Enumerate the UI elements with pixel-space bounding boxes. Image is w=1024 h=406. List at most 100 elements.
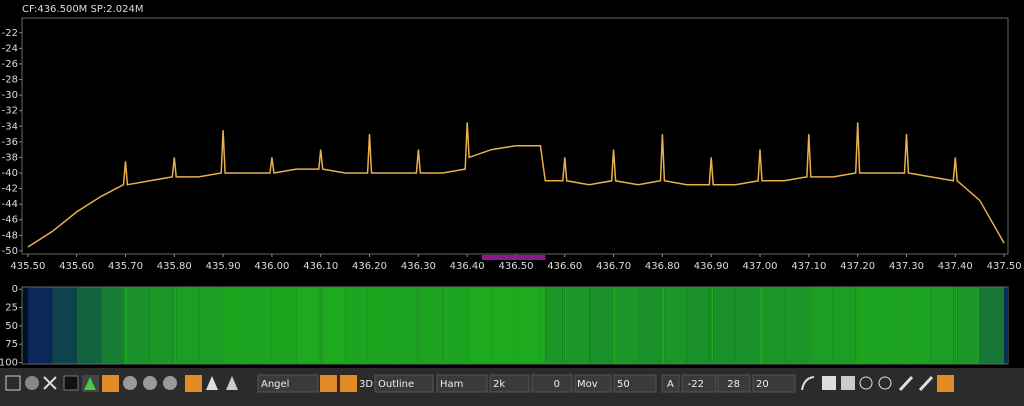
waterfall-column [367, 287, 370, 364]
spectrum-button[interactable] [185, 375, 202, 392]
fill-icon [84, 377, 96, 390]
x-tick-label: 437.50 [987, 261, 1022, 272]
waterfall-column [615, 287, 639, 364]
waterfall-column [882, 287, 905, 364]
x-tick-label: 436.60 [547, 261, 582, 272]
waterfall-column [735, 287, 759, 364]
linear-button[interactable] [801, 376, 815, 391]
waterfall-y-tick-label: 25 [5, 303, 18, 314]
ref-spinbox[interactable] [681, 374, 717, 393]
bins-value: 20 [756, 379, 769, 390]
waterfall-column [174, 287, 177, 364]
range-value: 28 [727, 379, 740, 390]
waterfall-column [540, 287, 546, 364]
hold-button[interactable] [123, 376, 137, 390]
palette-dropdown[interactable] [257, 374, 319, 393]
wsspectrum-button[interactable] [859, 376, 873, 390]
waterfall-column [662, 287, 665, 364]
waterfall-column [758, 287, 761, 364]
x-tick-label: 435.90 [206, 261, 241, 272]
style-dropdown[interactable] [374, 374, 434, 393]
calibration-button[interactable] [878, 376, 892, 390]
waterfall-column [833, 287, 856, 364]
rate-value: 50 [617, 379, 630, 390]
x-tick-label: 435.70 [108, 261, 143, 272]
color-button[interactable] [63, 375, 79, 391]
min-button[interactable] [163, 376, 177, 390]
waterfall-column [469, 287, 492, 364]
waterfall-column [713, 287, 736, 364]
peak-button[interactable] [102, 375, 119, 392]
rate-dropdown[interactable] [613, 374, 657, 393]
fft-size-dropdown[interactable] [489, 374, 530, 393]
y-tick-label: -26 [2, 59, 18, 70]
waterfall-column [564, 287, 567, 364]
pause-button[interactable] [822, 376, 836, 390]
averaging-value: 0 [554, 379, 560, 390]
x-tick-label: 436.90 [694, 261, 729, 272]
waterfall-column [515, 287, 541, 364]
settings-button[interactable] [937, 375, 954, 392]
bins-dropdown[interactable] [752, 374, 796, 393]
window-dropdown[interactable] [436, 374, 488, 393]
y-tick-label: -28 [2, 75, 18, 86]
clear-button[interactable] [25, 376, 39, 390]
waterfall-y-tick-label: 0 [12, 284, 18, 295]
channel-marker [481, 255, 546, 260]
waterfall-column [322, 287, 346, 364]
waterfall-column [318, 287, 321, 364]
waterfall-column [808, 287, 811, 364]
layout-button[interactable] [320, 375, 337, 392]
avg-mode-value: Mov [577, 379, 598, 390]
grid-button[interactable] [5, 375, 21, 391]
waterfall-column [198, 287, 222, 364]
waterfall-column [269, 287, 272, 364]
x-tick-label: 435.80 [157, 261, 192, 272]
waterfall-column [296, 287, 319, 364]
waterfall-column [955, 287, 958, 364]
waterfall-column [664, 287, 687, 364]
waterfall-column [1004, 287, 1008, 364]
waterfall-y-tick-label: 50 [5, 321, 18, 332]
bars-button[interactable] [340, 375, 357, 392]
auto-button[interactable] [661, 374, 680, 393]
waterfall-column [930, 287, 954, 364]
measure-button[interactable] [898, 375, 914, 392]
waterfall-column [101, 287, 124, 364]
waterfall-y-tick-label: 100 [0, 358, 18, 369]
waterfall-column [225, 287, 248, 364]
range-spinbox[interactable] [717, 374, 751, 393]
waterfall-column [566, 287, 590, 364]
3d-button[interactable]: 3D [359, 379, 373, 390]
waterfall-column [369, 287, 372, 364]
auto-label: A [667, 379, 674, 390]
waterfall-button[interactable] [206, 376, 218, 390]
y-tick-label: -24 [2, 43, 18, 54]
waterfall-column [176, 287, 199, 364]
x-tick-label: 437.30 [889, 261, 924, 272]
x-tick-label: 435.60 [59, 261, 94, 272]
x-tick-label: 436.50 [498, 261, 533, 272]
avg-mode-dropdown[interactable] [574, 374, 612, 393]
x-tick-label: 436.30 [401, 261, 436, 272]
max-button[interactable] [143, 376, 157, 390]
waterfall-column [491, 287, 516, 364]
y-tick-label: -32 [2, 106, 18, 117]
persistence-button[interactable] [226, 376, 238, 390]
save-button[interactable] [841, 376, 855, 390]
averaging-spinbox[interactable] [531, 374, 573, 393]
waterfall-column [418, 287, 421, 364]
y-tick-label: -50 [2, 246, 18, 257]
toolbar: Angel 3D Outline Ham 2k 0 Mov 50 A -22 2… [0, 368, 1024, 406]
waterfall-column [760, 287, 762, 364]
close-button[interactable] [43, 376, 57, 390]
markers-button[interactable] [918, 375, 934, 392]
x-tick-label: 436.10 [303, 261, 338, 272]
waterfall-column [125, 287, 128, 364]
ref-value: -22 [688, 379, 704, 390]
waterfall-column [149, 287, 173, 364]
waterfall-column [247, 287, 270, 364]
waterfall-column [908, 287, 931, 364]
waterfall-column [589, 287, 612, 364]
waterfall-column [52, 287, 77, 364]
